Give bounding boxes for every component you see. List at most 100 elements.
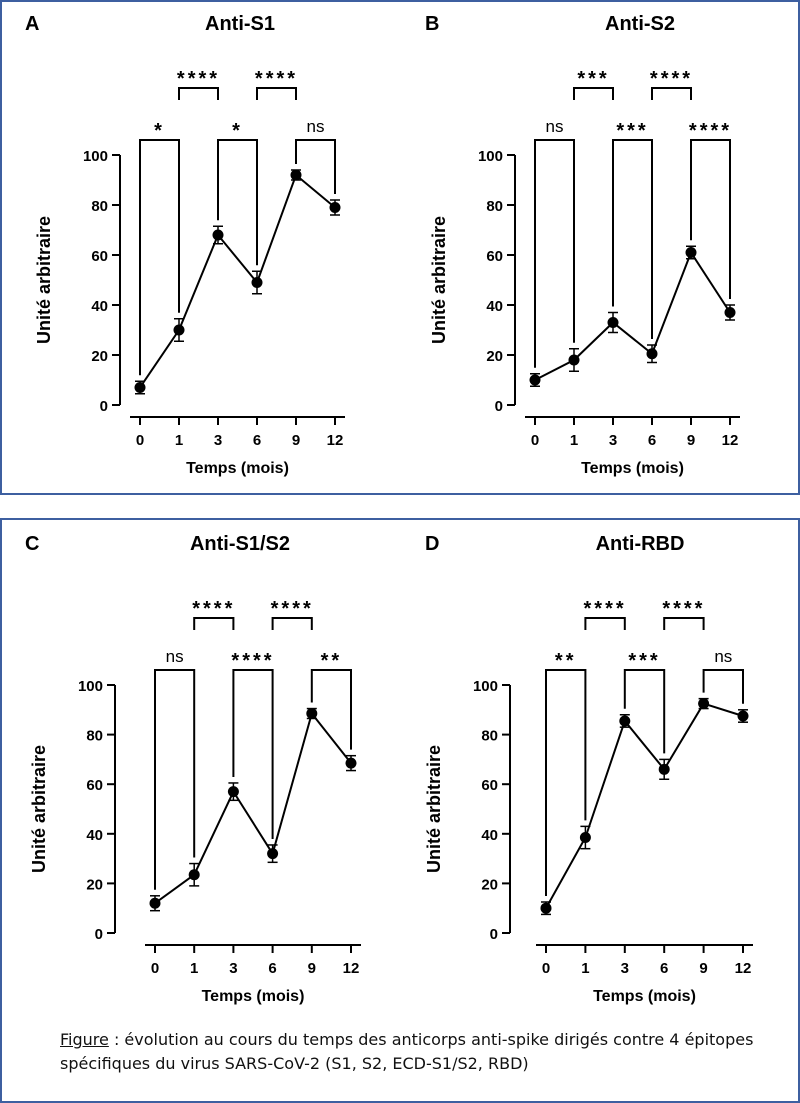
y-axis-label: Unité arbitraire [34,216,54,344]
x-tick-label: 0 [531,432,539,449]
panel-letter: C [25,533,39,555]
significance-label: * [154,120,165,142]
x-axis-label: Temps (mois) [186,460,289,477]
caption-figure-label: Figure [60,1030,109,1049]
y-axis-label: Unité arbitraire [424,745,444,873]
series-line [545,702,744,909]
y-tick-label: 80 [486,198,503,215]
data-point [579,832,591,844]
x-tick-label: 0 [151,960,159,977]
y-tick-label: 20 [91,348,108,365]
y-axis-label: Unité arbitraire [29,745,49,873]
x-tick-label: 6 [268,960,276,977]
significance-label: **** [192,598,235,620]
significance-label: * [232,120,243,142]
significance-label: **** [650,68,693,90]
x-tick-label: 9 [292,432,300,449]
x-axis-label: Temps (mois) [202,988,305,1005]
y-tick-label: 20 [481,876,498,893]
x-tick-label: 1 [190,960,198,977]
x-tick-label: 1 [581,960,589,977]
x-tick-label: 12 [343,960,360,977]
y-tick-label: 100 [83,148,108,165]
significance-label: **** [255,68,298,90]
data-point [290,169,302,181]
y-tick-label: 80 [86,728,103,745]
x-tick-label: 3 [609,432,617,449]
significance-label: *** [577,68,609,90]
significance-bracket [584,617,626,630]
x-tick-label: 3 [214,432,222,449]
y-tick-label: 0 [95,926,103,943]
y-tick-label: 40 [91,298,108,315]
figure-frame-bottom [0,518,800,1103]
significance-bracket [256,87,297,100]
data-point [619,715,631,727]
significance-bracket [702,669,744,704]
series-line [139,173,336,389]
significance-bracket [193,617,235,630]
y-tick-label: 0 [495,398,503,415]
significance-label: ns [307,117,325,136]
significance-bracket [295,139,336,194]
series-line [534,250,731,381]
x-tick-label: 6 [253,432,261,449]
significance-label: ns [166,647,184,666]
x-tick-label: 9 [699,960,707,977]
data-point [607,317,619,328]
data-point [685,247,697,258]
x-tick-label: 9 [308,960,316,977]
panel-letter: D [425,533,439,555]
data-point [227,786,239,798]
x-axis-label: Temps (mois) [593,988,696,1005]
significance-bracket [178,87,219,100]
significance-label: ** [555,650,577,672]
x-tick-label: 3 [229,960,237,977]
significance-bracket [217,139,258,266]
data-point [724,307,736,318]
x-tick-label: 12 [735,960,752,977]
significance-bracket [232,669,274,839]
significance-label: ns [714,647,732,666]
data-point [212,229,224,241]
x-tick-label: 6 [648,432,656,449]
x-tick-label: 12 [722,432,739,449]
data-point [149,897,161,909]
x-tick-label: 6 [660,960,668,977]
data-point [529,374,541,386]
significance-bracket [271,617,313,630]
x-tick-label: 9 [687,432,695,449]
chart-title: Anti-S1 [205,13,275,35]
x-tick-label: 0 [136,432,144,449]
data-point [737,710,749,722]
x-axis-label: Temps (mois) [581,460,684,477]
y-tick-label: 40 [86,827,103,844]
data-point [568,354,580,366]
chart-title: Anti-S1/S2 [190,533,290,555]
figure-caption: Figure : évolution au cours du temps des… [60,1028,780,1076]
y-tick-label: 20 [86,876,103,893]
x-tick-label: 3 [621,960,629,977]
panel-letter: B [425,13,439,35]
data-point [188,869,200,881]
significance-label: **** [231,650,274,672]
data-point [306,708,318,720]
y-tick-label: 100 [78,678,103,695]
data-point [646,348,658,360]
x-tick-label: 1 [570,432,578,449]
y-tick-label: 100 [478,148,503,165]
significance-bracket [623,669,666,754]
y-tick-label: 80 [481,728,498,745]
x-tick-label: 1 [175,432,183,449]
y-tick-label: 60 [91,248,108,265]
chart-panel-d: D Anti-RBD 0 20 40 60 80 100 Unité arbitraire 0 1 3… [424,533,753,1005]
data-point [540,902,552,914]
y-tick-label: 100 [473,678,498,695]
y-tick-label: 80 [91,198,108,215]
significance-label: **** [662,598,705,620]
significance-bracket [612,139,653,339]
x-tick-label: 12 [327,432,344,449]
significance-label: **** [584,598,627,620]
significance-bracket [651,87,692,100]
significance-bracket [690,139,731,299]
